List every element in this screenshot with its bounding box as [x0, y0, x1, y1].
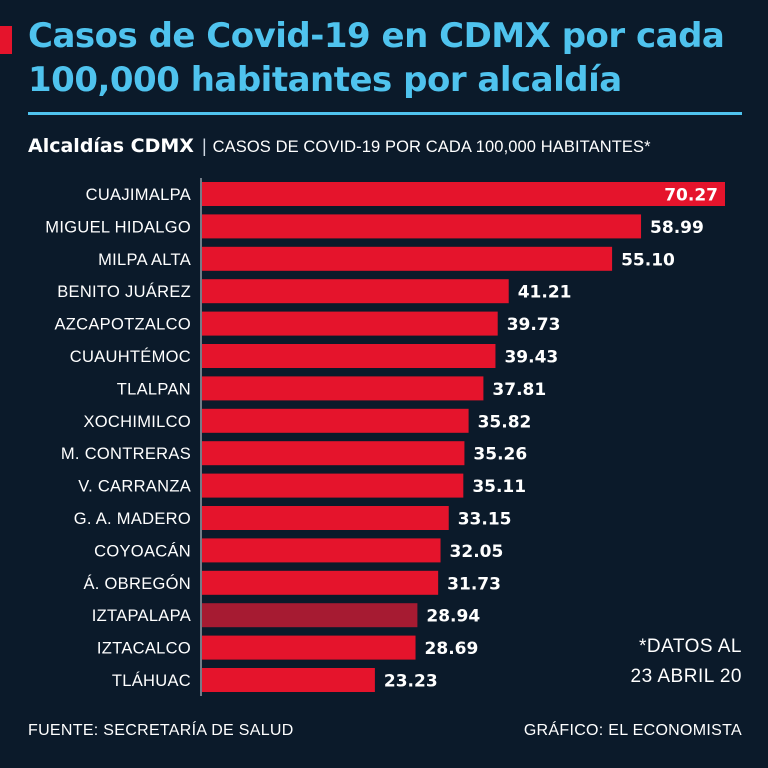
- chart-subtitle: Alcaldías CDMX | CASOS DE COVID-19 POR CAD…: [28, 134, 651, 159]
- value-label: 37.81: [492, 380, 546, 400]
- title-divider: [28, 112, 742, 115]
- bar: [202, 441, 465, 466]
- bar: [202, 635, 416, 660]
- subtitle-unit: CASOS DE COVID-19 POR CADA 100,000 HABIT…: [212, 138, 651, 156]
- accent-bar: [0, 26, 12, 54]
- bar: [202, 311, 498, 336]
- category-label: IZTAPALAPA: [92, 607, 191, 625]
- value-label: 58.99: [650, 218, 704, 238]
- bar: [202, 182, 725, 206]
- bar: [202, 214, 642, 239]
- source-footer: FUENTE: SECRETARÍA DE SALUD: [28, 722, 294, 739]
- note-line-2: 23 ABRIL 20: [630, 666, 742, 687]
- category-label: G. A. MADERO: [74, 510, 191, 528]
- category-label: IZTACALCO: [97, 640, 191, 658]
- bar: [202, 570, 439, 595]
- chart-title: Casos de Covid-19 en CDMX por cada 100,0…: [28, 16, 725, 100]
- value-label: 35.26: [473, 445, 527, 465]
- subtitle-separator: |: [201, 136, 207, 156]
- category-label: COYOACÁN: [94, 541, 191, 560]
- note-line-1: *DATOS AL: [638, 636, 742, 657]
- category-label: MILPA ALTA: [98, 251, 191, 269]
- category-label: BENITO JUÁREZ: [57, 282, 191, 301]
- bar: [202, 473, 464, 498]
- value-label: 39.43: [504, 348, 558, 368]
- bar-chart: CUAJIMALPA 70.27 MIGUEL HIDALGO 58.99 MILPA …: [45, 178, 725, 696]
- value-label: 23.23: [384, 672, 438, 692]
- category-label: TLÁHUAC: [112, 671, 191, 690]
- category-label: AZCAPOTZALCO: [54, 316, 191, 334]
- category-label: CUAJIMALPA: [86, 186, 191, 204]
- bar: [202, 668, 375, 692]
- bar: [202, 603, 418, 628]
- value-label: 28.69: [425, 639, 479, 659]
- value-label: 32.05: [450, 542, 504, 562]
- category-label: XOCHIMILCO: [83, 413, 191, 431]
- credit-footer: GRÁFICO: EL ECONOMISTA: [523, 722, 742, 739]
- subtitle-brand: Alcaldías CDMX: [28, 135, 194, 157]
- value-label: 39.73: [507, 315, 561, 335]
- bar: [202, 376, 484, 401]
- bar: [202, 344, 496, 368]
- category-label: Á. OBREGÓN: [83, 574, 191, 593]
- value-label: 55.10: [621, 250, 675, 270]
- value-label: 35.11: [472, 477, 526, 497]
- value-label: 33.15: [458, 510, 512, 530]
- value-label: 28.94: [426, 607, 480, 627]
- category-label: CUAUHTÉMOC: [70, 347, 191, 366]
- bar: [202, 246, 613, 271]
- value-label: 70.27: [664, 186, 718, 206]
- bar: [202, 408, 469, 433]
- value-label: 31.73: [447, 574, 501, 594]
- category-label: V. CARRANZA: [78, 478, 191, 496]
- data-date-note: *DATOS AL 23 ABRIL 20: [631, 632, 742, 692]
- bar: [202, 506, 449, 530]
- bar: [202, 279, 509, 304]
- category-label: TLALPAN: [117, 380, 191, 398]
- category-label: M. CONTRERAS: [61, 445, 191, 463]
- value-label: 35.82: [478, 412, 532, 432]
- value-label: 41.21: [518, 283, 572, 303]
- category-label: MIGUEL HIDALGO: [45, 218, 191, 236]
- bar: [202, 538, 441, 563]
